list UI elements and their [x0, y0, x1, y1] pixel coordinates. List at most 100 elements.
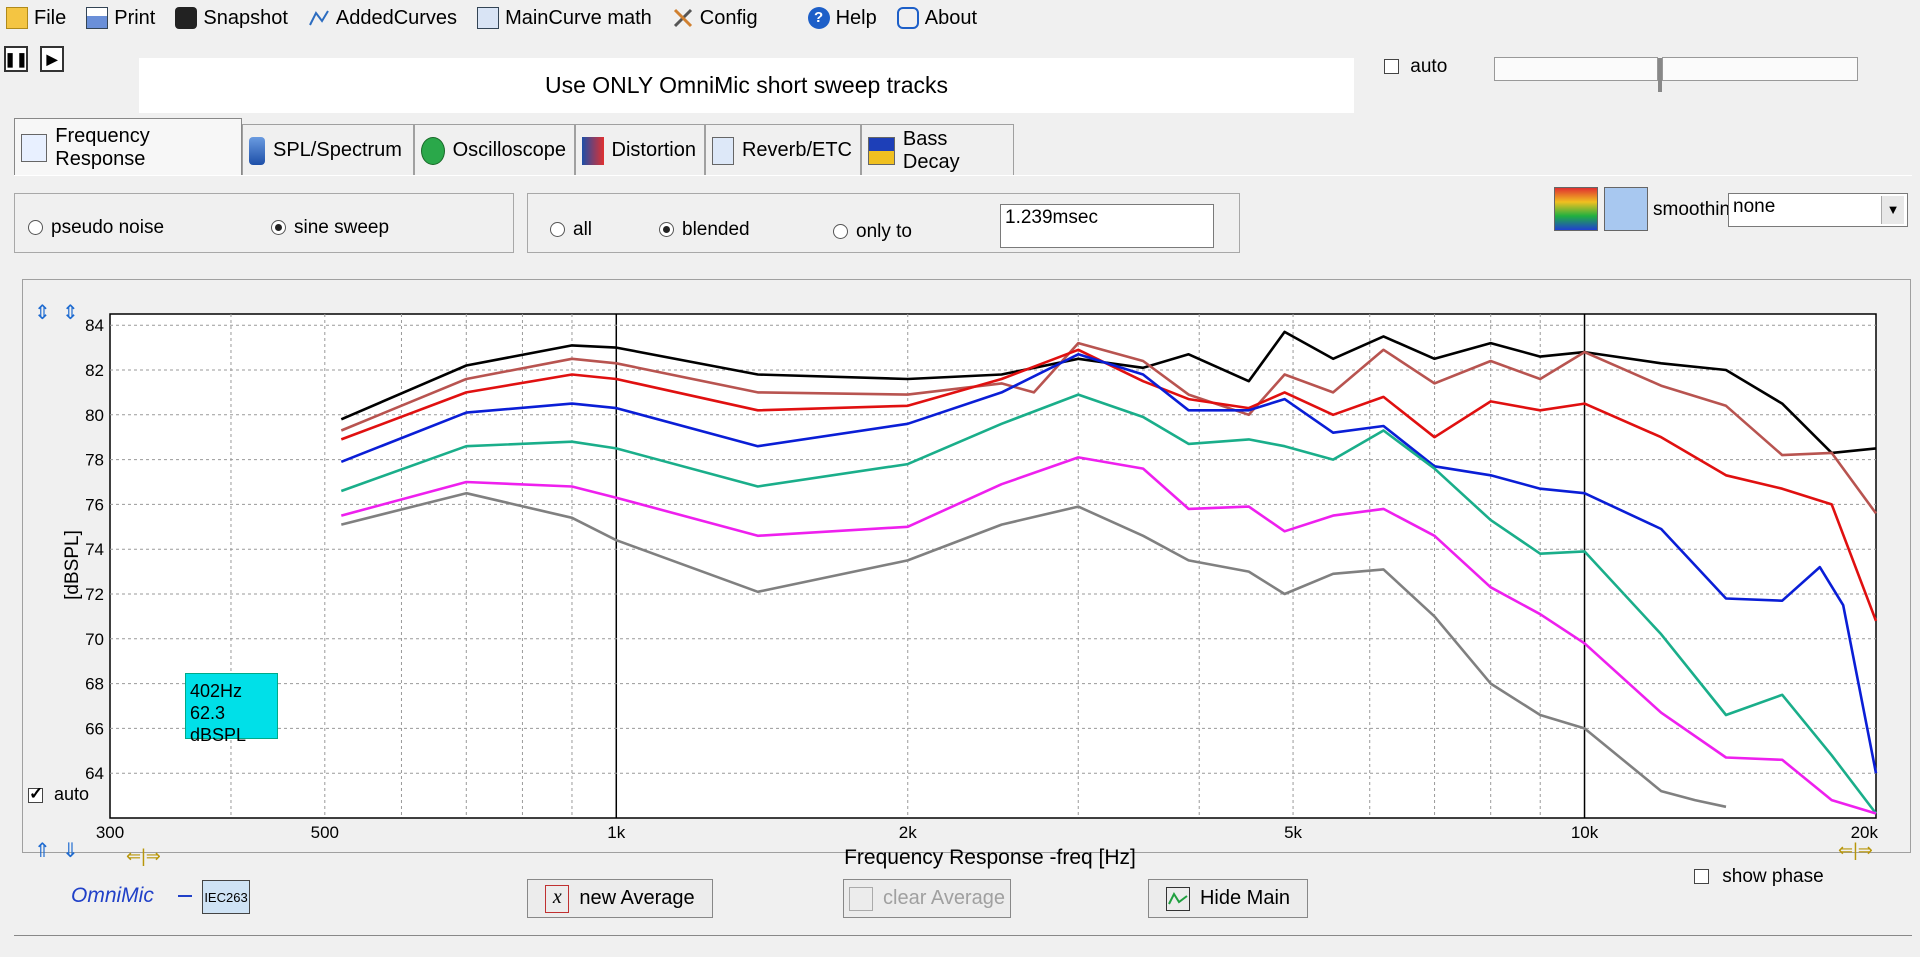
- gating-all-option[interactable]: all: [550, 219, 592, 241]
- gating-all-radio[interactable]: [550, 222, 565, 238]
- x-zoom-left-icon[interactable]: ⇐|⇒: [126, 846, 161, 866]
- printer-icon: [86, 7, 109, 29]
- show-phase-box[interactable]: [1694, 869, 1709, 885]
- waterfall-icon[interactable]: [1554, 187, 1598, 231]
- gating-only-to-option[interactable]: only to: [833, 221, 912, 243]
- hide-main-icon: [1165, 886, 1190, 911]
- tab-distortion[interactable]: Distortion: [575, 124, 705, 176]
- show-phase-checkbox[interactable]: show phase: [1694, 866, 1824, 888]
- cursor-readout: 402Hz 62.3 dBSPL: [185, 673, 278, 745]
- menu-config-label: Config: [699, 6, 758, 29]
- banner-text: Use ONLY OmniMic short sweep tracks: [544, 72, 949, 98]
- menu-file-label: File: [34, 6, 67, 29]
- chevron-down-icon: ▼: [1881, 196, 1904, 224]
- x-tick-label: 500: [311, 823, 339, 842]
- smoothing-select[interactable]: none ▼: [1728, 193, 1908, 227]
- spl-meter-icon: [249, 136, 265, 165]
- y-zoom-in-icon[interactable]: ⇕: [34, 302, 51, 324]
- series-line-7: [340, 491, 1727, 809]
- tab-page: [14, 175, 1912, 957]
- y-tick-label: 66: [85, 719, 104, 738]
- pseudo-noise-label: pseudo noise: [51, 217, 165, 238]
- y-tick-label: 84: [85, 316, 104, 335]
- y-pan-down-icon[interactable]: ⇓: [62, 840, 79, 862]
- y-tick-label: 82: [85, 361, 104, 380]
- tab-label: Frequency Response: [55, 124, 150, 170]
- pause-icon: ❚❚: [4, 50, 28, 67]
- new-average-button[interactable]: x new Average: [527, 879, 713, 918]
- menu-config[interactable]: Config: [666, 0, 772, 36]
- tab-label: Distortion: [611, 139, 696, 161]
- tab-spl-spectrum[interactable]: SPL/Spectrum: [242, 124, 414, 176]
- menu-addedcurves[interactable]: AddedCurves: [302, 0, 471, 36]
- pause-button[interactable]: ❚❚: [4, 46, 28, 72]
- series-line-4: [340, 352, 1878, 774]
- menu-print[interactable]: Print: [80, 0, 169, 36]
- sine-sweep-option[interactable]: sine sweep: [271, 217, 389, 239]
- auto-scale-box[interactable]: [28, 784, 43, 804]
- legend-dash: [178, 895, 192, 897]
- series-group: [340, 330, 1878, 815]
- menu-about-label: About: [924, 6, 977, 29]
- curves-icon: [308, 7, 330, 29]
- play-icon: ▶: [46, 50, 58, 67]
- tab-frequency-response[interactable]: Frequency Response: [14, 118, 242, 176]
- oscilloscope-icon: [421, 136, 445, 165]
- menu-help-label: Help: [835, 6, 877, 29]
- y-tick-label: 76: [85, 495, 104, 514]
- gating-only-to-radio[interactable]: [833, 224, 848, 240]
- calculator-icon: [477, 7, 500, 29]
- pseudo-noise-radio[interactable]: [28, 220, 43, 236]
- bass-decay-icon: [868, 136, 895, 165]
- iec-badge[interactable]: IEC263: [202, 880, 250, 914]
- clear-average-button[interactable]: clear Average: [843, 879, 1011, 918]
- tab-bar: Frequency Response SPL/Spectrum Oscillos…: [14, 118, 1014, 176]
- gating-blended-option[interactable]: blended: [659, 219, 750, 241]
- y-tick-label: 78: [85, 451, 104, 470]
- menu-snapshot[interactable]: Snapshot: [169, 0, 302, 36]
- y-tick-label: 68: [85, 675, 104, 694]
- series-line-3: [340, 348, 1878, 622]
- reverb-icon: [712, 136, 734, 165]
- auto-scale-checkbox[interactable]: auto: [28, 784, 89, 805]
- menu-maincurve-math[interactable]: MainCurve math: [471, 0, 666, 36]
- y-tick-label: 70: [85, 630, 104, 649]
- y-tick-label: 64: [85, 764, 104, 783]
- slider-thumb[interactable]: [1658, 58, 1662, 92]
- hide-main-button[interactable]: Hide Main: [1148, 879, 1308, 918]
- tab-label: Bass Decay: [902, 127, 960, 173]
- auto-level-box[interactable]: [1384, 59, 1399, 75]
- play-button[interactable]: ▶: [40, 46, 64, 72]
- spectrogram-icon[interactable]: [1604, 187, 1648, 231]
- y-zoom-out-icon[interactable]: ⇕: [62, 302, 79, 324]
- gate-time-input[interactable]: 1.239msec: [1000, 204, 1214, 248]
- x-zoom-right-icon[interactable]: ⇐|⇒: [1838, 840, 1873, 860]
- tab-oscilloscope[interactable]: Oscilloscope: [414, 124, 575, 176]
- series-line-5: [340, 393, 1878, 815]
- show-phase-label: show phase: [1722, 866, 1824, 887]
- level-slider-left[interactable]: [1494, 57, 1658, 81]
- x-axis-label: Frequency Response -freq [Hz]: [844, 846, 1136, 869]
- tools-icon: [672, 7, 694, 29]
- menu-file[interactable]: File: [0, 0, 80, 36]
- x-tick-label: 20k: [1851, 823, 1879, 842]
- y-pan-up-icon[interactable]: ⇑: [34, 840, 51, 862]
- menu-about[interactable]: About: [891, 0, 991, 36]
- x-tick-label: 1k: [607, 823, 625, 842]
- gating-blended-radio[interactable]: [659, 222, 674, 238]
- level-slider-right[interactable]: [1662, 57, 1858, 81]
- y-axis-label: [dBSPL]: [62, 530, 83, 600]
- sine-sweep-label: sine sweep: [294, 217, 390, 238]
- auto-level-checkbox[interactable]: auto: [1384, 56, 1447, 78]
- pseudo-noise-option[interactable]: pseudo noise: [28, 217, 164, 239]
- menu-help[interactable]: ? Help: [802, 0, 891, 36]
- menu-snapshot-label: Snapshot: [203, 6, 288, 29]
- y-tick-label: 72: [85, 585, 104, 604]
- frequency-response-icon: [21, 133, 48, 162]
- tab-reverb-etc[interactable]: Reverb/ETC: [705, 124, 861, 176]
- sine-sweep-radio[interactable]: [271, 220, 286, 236]
- menu-print-label: Print: [114, 6, 156, 29]
- speech-bubble-icon: [896, 7, 919, 29]
- menu-bar: File Print Snapshot AddedCurves MainCurv…: [0, 0, 1920, 36]
- tab-bass-decay[interactable]: Bass Decay: [861, 124, 1014, 176]
